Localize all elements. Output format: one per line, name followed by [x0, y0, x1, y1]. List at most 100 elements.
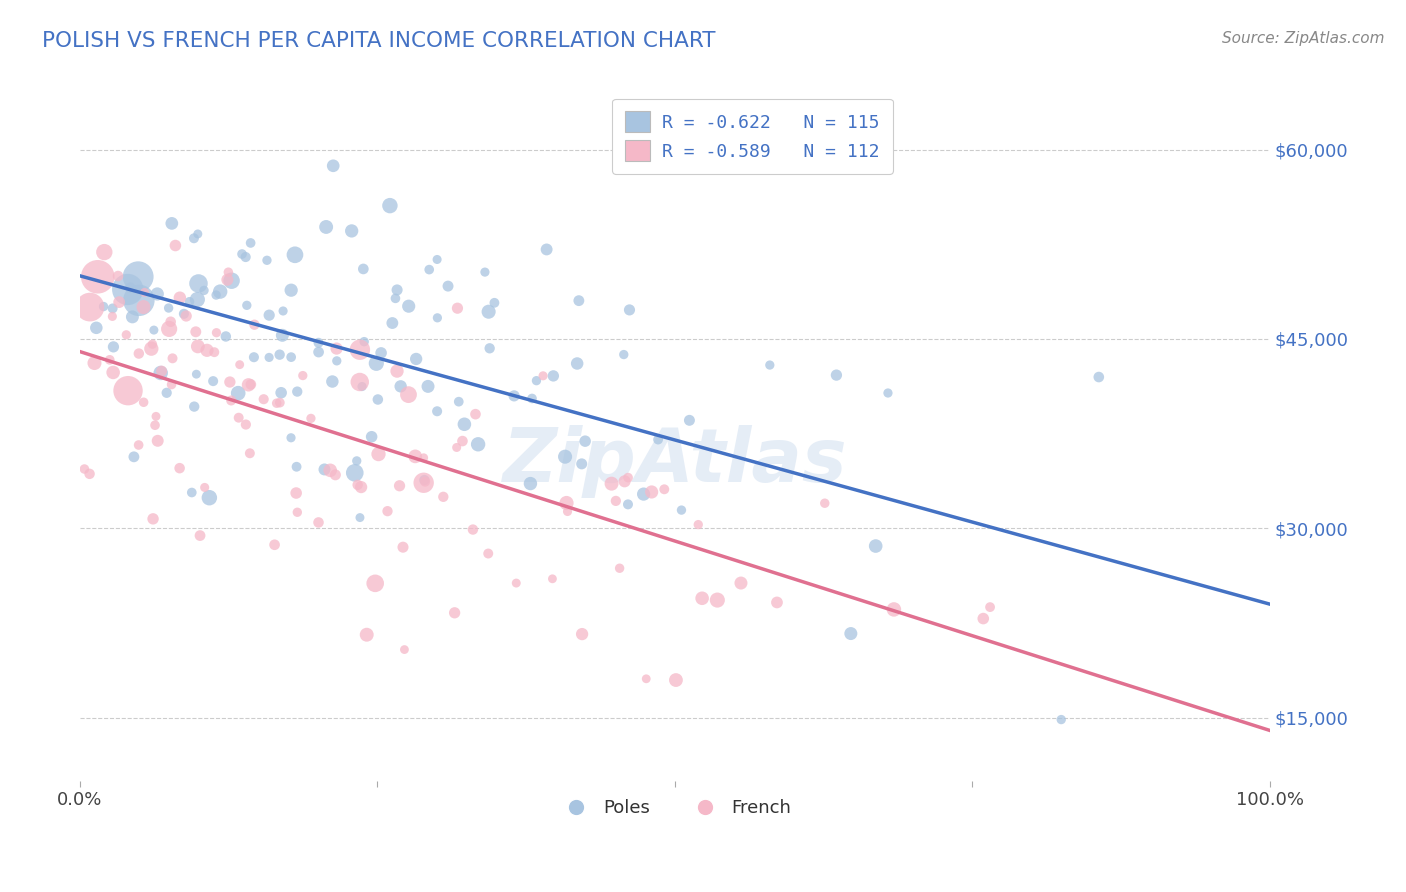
Point — [284, 248, 307, 262]
Point — [367, 447, 389, 461]
Point — [217, 273, 239, 287]
Point — [352, 262, 374, 277]
Point — [353, 334, 375, 349]
Point — [228, 410, 250, 425]
Point — [364, 576, 387, 591]
Point — [285, 505, 308, 519]
Point — [1050, 713, 1073, 727]
Point — [187, 277, 209, 291]
Point — [319, 463, 342, 477]
Point — [665, 673, 688, 687]
Point — [93, 245, 115, 260]
Point — [195, 343, 218, 358]
Point — [453, 417, 475, 432]
Point — [346, 454, 368, 468]
Point — [121, 310, 143, 324]
Point — [253, 392, 276, 407]
Point — [188, 528, 211, 542]
Point — [280, 431, 302, 445]
Point — [571, 457, 593, 471]
Point — [759, 358, 782, 372]
Point — [79, 467, 101, 481]
Point — [619, 302, 641, 317]
Point — [381, 316, 404, 330]
Point — [186, 293, 208, 307]
Point — [169, 291, 191, 305]
Point — [271, 304, 294, 318]
Point — [169, 461, 191, 475]
Point — [568, 293, 591, 308]
Point — [605, 494, 627, 508]
Point — [101, 301, 124, 316]
Point — [183, 231, 205, 245]
Point — [128, 346, 150, 360]
Point — [221, 274, 243, 288]
Point — [531, 368, 554, 383]
Point — [269, 395, 291, 409]
Point — [671, 503, 693, 517]
Point — [557, 504, 579, 518]
Point — [162, 351, 184, 366]
Point — [398, 299, 420, 313]
Point — [186, 367, 208, 381]
Point — [730, 576, 752, 591]
Point — [226, 386, 249, 401]
Point — [356, 628, 378, 642]
Point — [236, 298, 259, 312]
Point — [405, 351, 427, 366]
Point — [385, 364, 408, 378]
Point — [187, 339, 209, 353]
Point — [127, 269, 149, 284]
Point — [150, 364, 173, 378]
Point — [349, 375, 371, 389]
Point — [142, 512, 165, 526]
Point — [478, 341, 501, 355]
Point — [308, 516, 330, 530]
Point — [536, 243, 558, 257]
Point — [366, 356, 388, 370]
Point — [215, 329, 238, 343]
Point — [413, 475, 436, 489]
Point — [228, 358, 250, 372]
Point — [520, 392, 543, 406]
Point — [652, 483, 675, 497]
Point — [385, 283, 408, 297]
Point — [117, 283, 139, 297]
Point — [451, 434, 474, 448]
Point — [1088, 370, 1111, 384]
Point — [640, 485, 662, 500]
Point — [180, 485, 202, 500]
Point — [145, 409, 167, 424]
Point — [218, 375, 240, 389]
Text: POLISH VS FRENCH PER CAPITA INCOME CORRELATION CHART: POLISH VS FRENCH PER CAPITA INCOME CORRE… — [42, 31, 716, 51]
Point — [149, 366, 172, 380]
Point — [325, 342, 347, 356]
Point — [243, 318, 266, 332]
Point — [115, 327, 138, 342]
Point — [478, 304, 501, 318]
Point — [388, 479, 411, 493]
Point — [519, 476, 541, 491]
Point — [243, 350, 266, 364]
Point — [350, 480, 373, 494]
Point — [285, 486, 308, 500]
Point — [239, 446, 262, 460]
Point — [349, 343, 371, 357]
Point — [825, 368, 848, 383]
Point — [134, 285, 156, 300]
Point — [160, 377, 183, 392]
Point — [613, 347, 636, 361]
Point — [461, 523, 484, 537]
Point — [352, 379, 374, 393]
Point — [202, 374, 225, 388]
Point — [266, 396, 288, 410]
Point — [98, 352, 121, 367]
Point — [308, 345, 330, 359]
Point — [814, 496, 837, 510]
Point — [412, 450, 434, 465]
Point — [541, 572, 564, 586]
Point — [633, 487, 655, 501]
Point — [159, 315, 181, 329]
Point — [157, 322, 180, 336]
Point — [132, 395, 155, 409]
